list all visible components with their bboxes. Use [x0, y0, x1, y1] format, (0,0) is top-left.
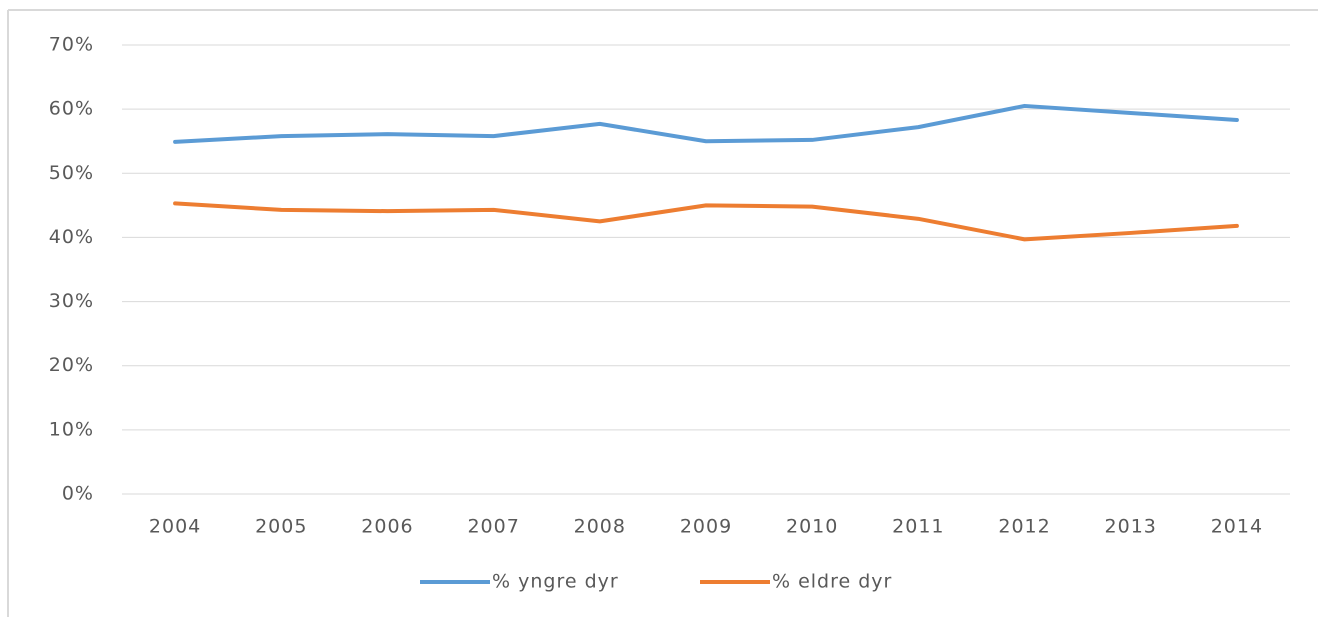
line-series — [173, 201, 1239, 242]
x-tick-label: 2012 — [998, 516, 1050, 538]
x-tick-label: 2011 — [892, 516, 944, 538]
x-tick-label: 2009 — [680, 516, 732, 538]
y-tick-label: 40% — [49, 226, 94, 248]
x-tick-label: 2008 — [574, 516, 626, 538]
x-tick-label: 2014 — [1211, 516, 1263, 538]
y-tick-label: 0% — [62, 483, 94, 505]
y-tick-label: 10% — [49, 418, 94, 440]
x-tick-label: 2004 — [149, 516, 201, 538]
y-tick-label: 20% — [49, 354, 94, 376]
x-tick-label: 2006 — [361, 516, 413, 538]
y-tick-label: 70% — [49, 34, 94, 56]
legend-label: % yngre dyr — [492, 571, 619, 593]
legend-label: % eldre dyr — [772, 571, 892, 593]
x-tick-label: 2010 — [786, 516, 838, 538]
x-tick-label: 2005 — [255, 516, 307, 538]
y-tick-label: 50% — [49, 162, 94, 184]
x-tick-label: 2007 — [467, 516, 519, 538]
y-tick-label: 30% — [49, 290, 94, 312]
line-series — [173, 103, 1239, 144]
x-tick-label: 2013 — [1105, 516, 1157, 538]
y-tick-label: 60% — [49, 98, 94, 120]
